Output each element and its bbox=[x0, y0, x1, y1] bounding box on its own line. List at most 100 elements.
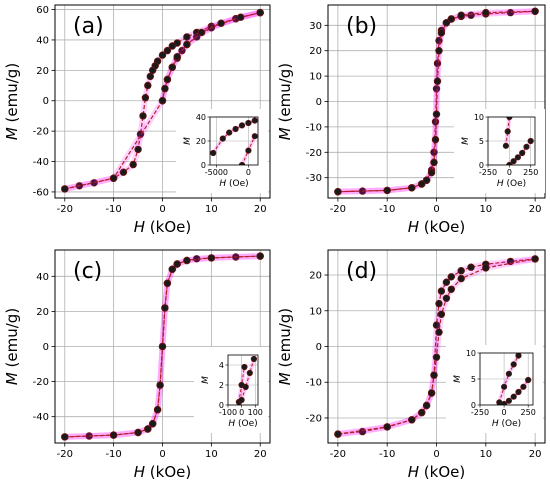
data-point bbox=[435, 299, 443, 308]
y-axis-unit: (emu/g) bbox=[276, 308, 294, 372]
inset-data-point bbox=[505, 397, 513, 404]
x-axis-unit: (kOe) bbox=[419, 463, 465, 481]
data-point bbox=[437, 29, 446, 37]
inset-x-unit: (Oe) bbox=[226, 179, 249, 189]
inset-data-point bbox=[241, 363, 248, 371]
x-tick-label: -20 bbox=[330, 449, 346, 460]
inset-x-axis-label: H (Oe) bbox=[219, 179, 248, 189]
data-point bbox=[158, 51, 167, 59]
data-point bbox=[432, 85, 441, 93]
x-tick-label: 20 bbox=[254, 449, 267, 460]
y-axis-label: M (emu/g) bbox=[3, 63, 21, 140]
data-point bbox=[422, 401, 431, 410]
x-tick-label: -20 bbox=[330, 204, 346, 215]
data-point bbox=[144, 81, 152, 90]
data-point bbox=[431, 135, 440, 144]
inset-y-axis-label: M bbox=[183, 137, 193, 145]
inset-data bbox=[496, 353, 532, 405]
data-point bbox=[467, 263, 475, 271]
inset-y-tick-label: 5 bbox=[471, 375, 476, 384]
chart-panel-1: -20 -10 0 10 20 -60 -40 -20 0 20 40 60 H (kOe) M (emu… bbox=[3, 4, 271, 236]
inset-y-tick-label: 0 bbox=[219, 401, 224, 410]
inset-data-point bbox=[238, 122, 246, 129]
inset-y-tick-label: 2 bbox=[219, 381, 224, 390]
data-point bbox=[61, 185, 69, 193]
y-axis-label: M (emu/g) bbox=[276, 63, 294, 140]
y-tick-label: 20 bbox=[36, 66, 49, 77]
x-axis-label: H (kOe) bbox=[134, 463, 191, 481]
x-tick-label: 10 bbox=[479, 204, 492, 215]
data-point bbox=[183, 33, 191, 41]
inset-x-tick-label: 0 bbox=[507, 168, 512, 177]
panel-label: (a) bbox=[73, 14, 104, 39]
y-tick-label: 60 bbox=[36, 5, 49, 16]
y-tick-label: 40 bbox=[36, 272, 49, 283]
inset-x-axis-label: H (Oe) bbox=[497, 179, 526, 189]
inset-data-point bbox=[210, 149, 217, 157]
data-point bbox=[447, 285, 455, 293]
inset-background bbox=[176, 109, 268, 193]
inset-y-tick-label: 0 bbox=[201, 161, 206, 170]
data-point bbox=[334, 187, 342, 196]
y-axis-symbol: M bbox=[276, 127, 294, 140]
inset-x-axis-label: H (Oe) bbox=[228, 419, 257, 429]
x-tick-label: -10 bbox=[105, 204, 121, 215]
y-tick-label: -10 bbox=[306, 378, 322, 389]
x-axis-symbol: H bbox=[134, 463, 145, 481]
data-point bbox=[383, 186, 391, 195]
x-tick-label: -20 bbox=[57, 204, 73, 215]
data-point bbox=[408, 416, 416, 424]
inset-x-tick-label: -250 bbox=[471, 408, 489, 417]
inset-data-point bbox=[505, 370, 513, 377]
data-point bbox=[161, 304, 169, 312]
inset-data bbox=[210, 117, 258, 165]
x-tick-label: 20 bbox=[254, 204, 267, 215]
inset-data-point bbox=[219, 135, 226, 142]
data-point bbox=[168, 42, 176, 50]
inset-x-tick-label: 0 bbox=[502, 408, 507, 417]
data-point bbox=[168, 63, 176, 71]
inset-data-point bbox=[226, 129, 233, 136]
inset-data-point bbox=[523, 143, 530, 150]
data-point bbox=[433, 77, 442, 85]
y-axis-label: M (emu/g) bbox=[3, 308, 21, 385]
y-tick-label: 10 bbox=[309, 306, 322, 317]
inset-y-tick-label: 10 bbox=[466, 349, 476, 358]
inset-x-tick-label: 100 bbox=[248, 408, 263, 417]
data-point bbox=[197, 28, 206, 37]
y-tick-label: -60 bbox=[33, 187, 49, 198]
inset-y-tick-label: 4 bbox=[219, 361, 224, 370]
inset-x-unit: (Oe) bbox=[504, 179, 527, 189]
x-tick-label: 0 bbox=[159, 449, 165, 460]
inset-background bbox=[454, 109, 545, 193]
data-point bbox=[141, 93, 150, 102]
data-point bbox=[457, 274, 465, 283]
y-axis-unit: (emu/g) bbox=[3, 308, 21, 372]
inset-data-point bbox=[501, 383, 508, 390]
x-tick-label: 10 bbox=[479, 449, 492, 460]
inset-x-symbol: H bbox=[492, 419, 499, 429]
x-tick-label: 0 bbox=[433, 204, 439, 215]
x-axis-unit: (kOe) bbox=[145, 218, 191, 236]
data-point bbox=[158, 96, 167, 105]
x-tick-label: -10 bbox=[105, 449, 121, 460]
inset-data bbox=[502, 117, 534, 165]
data-point bbox=[442, 19, 451, 27]
panel-label: (c) bbox=[73, 259, 102, 284]
data-point bbox=[531, 255, 539, 263]
data-point bbox=[146, 72, 154, 81]
data-point bbox=[134, 428, 142, 437]
y-tick-label: -30 bbox=[306, 173, 322, 184]
data-point bbox=[482, 8, 490, 17]
inset-y-tick-label: 0 bbox=[471, 401, 476, 410]
inset-x-axis-label: H (Oe) bbox=[492, 419, 521, 429]
x-tick-label: 20 bbox=[529, 449, 542, 460]
data-point bbox=[148, 420, 157, 428]
x-axis-symbol: H bbox=[408, 463, 419, 481]
inset-y-axis-label: M bbox=[201, 376, 211, 384]
data-point bbox=[432, 353, 441, 361]
y-tick-label: 0 bbox=[316, 342, 322, 353]
